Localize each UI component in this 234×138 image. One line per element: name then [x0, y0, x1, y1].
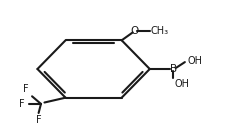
Text: B: B: [170, 64, 177, 74]
Text: OH: OH: [174, 79, 189, 89]
Text: F: F: [23, 84, 29, 94]
Text: CH₃: CH₃: [151, 26, 169, 36]
Text: F: F: [19, 99, 25, 109]
Text: OH: OH: [187, 56, 202, 66]
Text: O: O: [130, 26, 139, 36]
Text: F: F: [36, 115, 41, 125]
